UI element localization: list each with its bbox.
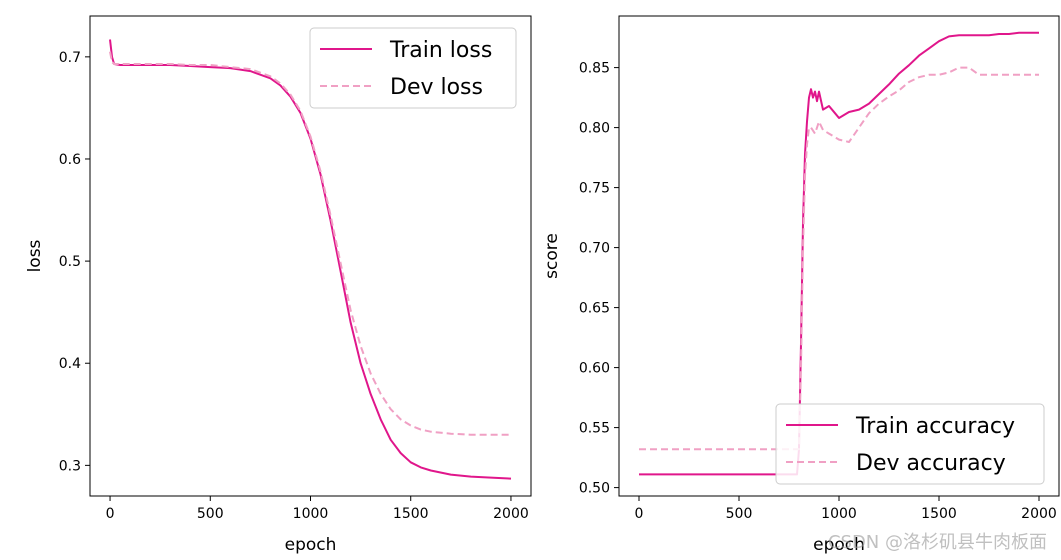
legend-label: Train accuracy [855, 414, 1015, 439]
legend: Train loss Dev loss [309, 27, 517, 109]
legend-box [775, 403, 1045, 485]
legend: Train accuracy Dev accuracy [775, 403, 1045, 485]
x-tick-label: 0 [635, 506, 644, 522]
y-tick-label: 0.7 [59, 50, 81, 66]
y-tick-label: 0.85 [579, 61, 610, 77]
y-axis-label: score [542, 233, 562, 279]
x-tick-label: 500 [726, 506, 753, 522]
y-tick-label: 0.60 [579, 361, 610, 377]
y-tick-label: 0.6 [59, 152, 81, 168]
y-tick-label: 0.4 [59, 356, 81, 372]
y-tick-label: 0.50 [579, 481, 610, 497]
x-tick-label: 2000 [493, 506, 529, 522]
x-axis-label: epoch [285, 535, 337, 555]
x-tick-label: 1000 [821, 506, 857, 522]
x-tick-label: 2000 [1021, 506, 1057, 522]
y-tick-label: 0.75 [579, 181, 610, 197]
series-line-dev-loss [109, 51, 511, 436]
loss-chart: 0 500 1000 1500 2000 0.3 0.4 0.5 0.6 0.7 epoch loss… [25, 15, 532, 555]
y-tick-label: 0.65 [579, 301, 610, 317]
legend-label: Dev loss [390, 75, 483, 100]
x-tick-label: 0 [106, 506, 115, 522]
y-tick-label: 0.3 [59, 458, 81, 474]
series-line-dev-accuracy [639, 66, 1039, 451]
x-tick-label: 1500 [393, 506, 429, 522]
accuracy-chart: 0 500 1000 1500 2000 0.50 0.55 0.60 0.65 0.70 0.75… [542, 15, 1060, 555]
legend-label: Train loss [389, 38, 492, 63]
x-tick-label: 1000 [293, 506, 329, 522]
x-axis-label: epoch [813, 535, 865, 555]
y-tick-label: 0.70 [579, 241, 610, 257]
y-tick-label: 0.5 [59, 254, 81, 270]
y-tick-label: 0.55 [579, 421, 610, 437]
legend-label: Dev accuracy [856, 451, 1006, 476]
y-tick-label: 0.80 [579, 121, 610, 137]
y-axis-label: loss [25, 239, 45, 272]
x-tick-label: 500 [197, 506, 224, 522]
x-tick-label: 1500 [921, 506, 957, 522]
